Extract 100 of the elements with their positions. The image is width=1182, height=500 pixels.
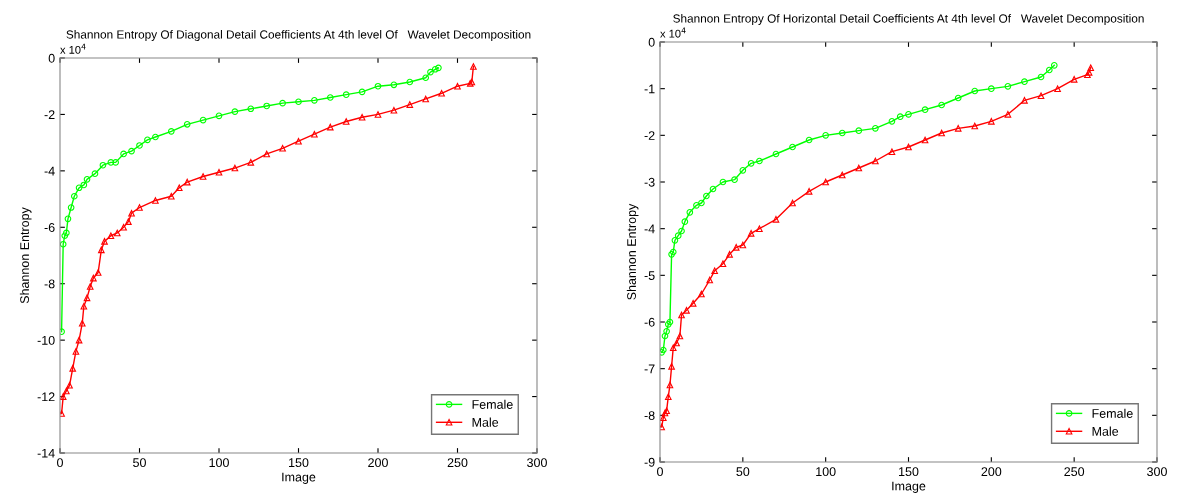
point bbox=[454, 82, 461, 90]
point bbox=[107, 232, 115, 240]
point bbox=[422, 74, 430, 82]
point bbox=[406, 101, 414, 108]
point bbox=[706, 276, 714, 284]
y-tick-label: -2 bbox=[44, 110, 55, 119]
point bbox=[789, 143, 796, 151]
point bbox=[279, 99, 286, 107]
point bbox=[726, 251, 733, 258]
point bbox=[698, 199, 705, 207]
point bbox=[822, 178, 829, 186]
point bbox=[101, 238, 108, 245]
point bbox=[905, 111, 912, 118]
point bbox=[689, 300, 697, 307]
point bbox=[94, 269, 102, 276]
point bbox=[838, 129, 846, 137]
x-tick-label: 150 bbox=[899, 467, 919, 477]
legend-label: Female bbox=[1092, 408, 1133, 418]
point bbox=[438, 89, 445, 97]
y-axis-title: Shannon Entropy bbox=[626, 203, 639, 300]
x-tick-label: 300 bbox=[527, 458, 547, 468]
point bbox=[666, 381, 674, 389]
point bbox=[112, 159, 119, 166]
point bbox=[70, 192, 78, 200]
point bbox=[732, 244, 740, 251]
point bbox=[671, 237, 679, 244]
point bbox=[711, 267, 719, 274]
point bbox=[61, 232, 69, 240]
point bbox=[83, 175, 91, 183]
point bbox=[789, 199, 796, 207]
point bbox=[855, 164, 863, 172]
point bbox=[120, 223, 127, 231]
point bbox=[422, 95, 430, 103]
point bbox=[98, 246, 105, 254]
point bbox=[703, 192, 710, 200]
point bbox=[664, 393, 672, 400]
point bbox=[358, 113, 366, 121]
point bbox=[144, 136, 151, 144]
point bbox=[1021, 78, 1028, 85]
point bbox=[470, 63, 477, 70]
point bbox=[125, 218, 132, 225]
legend-label: Male bbox=[472, 417, 499, 427]
point bbox=[374, 111, 382, 118]
point bbox=[152, 197, 159, 204]
point bbox=[374, 82, 382, 90]
point bbox=[247, 159, 255, 166]
point bbox=[120, 150, 127, 158]
point bbox=[66, 381, 73, 389]
chart-title: Shannon Entropy Of Horizontal Detail Coefficients At 4th level Of Wavelet Decomposition bbox=[673, 14, 1144, 26]
point bbox=[215, 168, 223, 176]
point bbox=[167, 192, 175, 200]
y-tick-label: 0 bbox=[648, 37, 655, 47]
point bbox=[739, 241, 747, 249]
x-tick-label: 200 bbox=[368, 458, 388, 468]
x-tick-label: 150 bbox=[289, 458, 309, 468]
point bbox=[406, 78, 414, 86]
point bbox=[1021, 97, 1028, 104]
y-tick-label: -12 bbox=[37, 392, 55, 402]
point bbox=[1087, 64, 1095, 71]
point bbox=[247, 105, 255, 113]
x-tick-label: 100 bbox=[209, 458, 229, 468]
point bbox=[988, 118, 995, 125]
y-tick-label: -8 bbox=[44, 279, 55, 289]
point bbox=[896, 113, 904, 120]
point bbox=[756, 157, 763, 165]
x-tick-label: 0 bbox=[57, 458, 63, 468]
point bbox=[838, 171, 846, 179]
point bbox=[167, 128, 175, 135]
point bbox=[215, 112, 223, 120]
y-tick-label: -3 bbox=[644, 177, 655, 187]
point bbox=[888, 148, 896, 155]
point bbox=[668, 363, 675, 370]
point bbox=[128, 209, 135, 217]
point bbox=[772, 216, 780, 223]
point bbox=[64, 215, 72, 223]
point bbox=[719, 260, 727, 267]
point bbox=[747, 160, 755, 167]
point bbox=[872, 125, 879, 132]
point bbox=[326, 94, 334, 101]
point bbox=[686, 209, 694, 216]
point bbox=[663, 328, 670, 335]
x-axis-title: Image bbox=[892, 481, 926, 493]
x-tick-label: 100 bbox=[816, 467, 836, 477]
point bbox=[673, 339, 680, 347]
y-tick-label: -2 bbox=[644, 131, 655, 140]
y-tick-label: -5 bbox=[644, 271, 655, 280]
y-tick-label: -10 bbox=[37, 335, 55, 345]
legend-label: Female bbox=[472, 399, 513, 409]
point bbox=[971, 122, 979, 130]
point bbox=[72, 348, 80, 355]
point bbox=[263, 102, 271, 110]
y-tick-label: -1 bbox=[644, 84, 655, 94]
point bbox=[822, 132, 829, 139]
point bbox=[175, 184, 183, 192]
point bbox=[342, 118, 350, 125]
point bbox=[231, 164, 239, 172]
point bbox=[988, 85, 995, 92]
point bbox=[78, 319, 86, 327]
point bbox=[80, 302, 88, 310]
point bbox=[80, 181, 88, 189]
